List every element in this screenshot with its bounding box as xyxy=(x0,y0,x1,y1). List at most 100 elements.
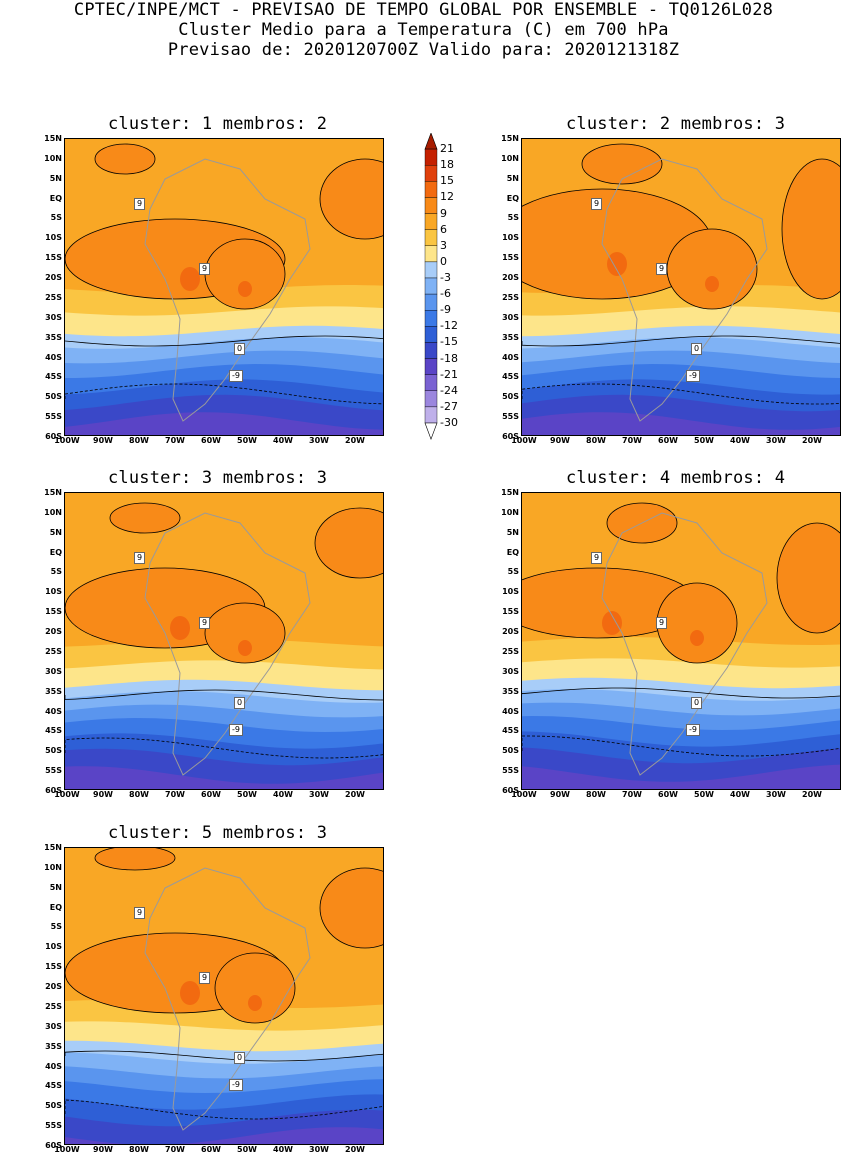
warm-region-9 xyxy=(94,143,156,175)
colorbar-level-label: -21 xyxy=(440,367,458,381)
contour-minus9 xyxy=(65,1099,383,1120)
temperature-band xyxy=(65,1127,383,1144)
lat-tick-label: 50S xyxy=(502,392,519,402)
lat-tick-label: 15S xyxy=(502,607,519,617)
title-line-3: Previsao de: 2020120700Z Valido para: 20… xyxy=(167,40,680,60)
contour-label: 0 xyxy=(234,343,246,355)
colorbar-level-label: -6 xyxy=(440,287,451,301)
colorbar-swatch xyxy=(424,277,438,295)
lat-tick-label: 10N xyxy=(44,862,62,872)
lat-tick-label: EQ xyxy=(506,193,519,203)
colorbar-level-label: 21 xyxy=(440,142,454,156)
hot-core-12 xyxy=(238,281,252,297)
lat-tick-label: 5N xyxy=(506,173,519,183)
colorbar-level-label: -27 xyxy=(440,399,458,413)
lat-tick-label: 40S xyxy=(45,352,62,362)
lat-tick-label: 45S xyxy=(45,1081,62,1091)
hot-core-12 xyxy=(180,267,200,291)
contour-label: 9 xyxy=(134,198,146,210)
lat-tick-label: 35S xyxy=(45,332,62,342)
lat-tick-label: 50S xyxy=(45,746,62,756)
hot-core-12 xyxy=(705,276,719,292)
lon-tick-label: 30W xyxy=(766,790,786,799)
lat-tick-label: 5N xyxy=(49,173,62,183)
lon-tick-label: 50W xyxy=(237,1145,257,1154)
lon-tick-label: 40W xyxy=(730,436,750,445)
lat-tick-label: 35S xyxy=(502,332,519,342)
lon-tick-label: 80W xyxy=(586,436,606,445)
lat-tick-label: 20S xyxy=(502,627,519,637)
hot-core-12 xyxy=(180,981,200,1005)
lon-tick-label: 40W xyxy=(273,790,293,799)
colorbar-swatch xyxy=(424,358,438,375)
lat-tick-label: 5S xyxy=(50,567,62,577)
lon-tick-label: 40W xyxy=(273,436,293,445)
lat-tick-label: 20S xyxy=(45,982,62,992)
temperature-field-map xyxy=(65,139,383,435)
lat-tick-label: 30S xyxy=(45,1021,62,1031)
panel-title: cluster: 3 membros: 3 xyxy=(108,468,328,488)
lon-tick-label: 20W xyxy=(345,790,365,799)
continent-outline xyxy=(144,512,311,776)
lon-tick-label: 90W xyxy=(550,436,570,445)
colorbar-cap-bottom xyxy=(424,422,438,440)
lat-tick-label: EQ xyxy=(49,902,62,912)
colorbar-level-label: 9 xyxy=(440,206,447,220)
lon-tick-label: 50W xyxy=(237,436,257,445)
contour-label: -9 xyxy=(229,370,243,382)
temperature-band xyxy=(522,412,840,435)
panel-title: cluster: 1 membros: 2 xyxy=(108,114,328,134)
lat-tick-label: 25S xyxy=(45,646,62,656)
temperature-band xyxy=(65,412,383,435)
lat-tick-label: 15S xyxy=(45,253,62,263)
lon-tick-label: 60W xyxy=(201,436,221,445)
lat-tick-label: 15N xyxy=(501,488,519,497)
lon-tick-label: 70W xyxy=(622,790,642,799)
lat-tick-label: 10S xyxy=(45,942,62,952)
lon-tick-label: 90W xyxy=(93,436,113,445)
lat-tick-label: 60S xyxy=(45,432,62,441)
title-line-2: Cluster Medio para a Temperatura (C) em … xyxy=(178,20,669,40)
colorbar-level-label: 18 xyxy=(440,158,454,172)
lon-tick-label: 20W xyxy=(345,1145,365,1154)
lat-tick-label: 20S xyxy=(502,273,519,283)
colorbar-swatch xyxy=(424,245,438,263)
colorbar-swatch xyxy=(424,148,438,166)
contour-label: 9 xyxy=(656,617,668,629)
lat-tick-label: 15N xyxy=(501,134,519,143)
warm-region-9 xyxy=(776,522,840,634)
lat-tick-label: 5N xyxy=(506,527,519,537)
lat-tick-label: 45S xyxy=(45,372,62,382)
warm-region-9 xyxy=(109,502,181,534)
lat-tick-label: 35S xyxy=(45,1041,62,1051)
contour-label: 9 xyxy=(134,552,146,564)
colorbar-swatch xyxy=(424,390,438,408)
contour-label: 9 xyxy=(199,972,211,984)
temperature-field-map xyxy=(522,493,840,789)
hot-core-12 xyxy=(690,630,704,646)
lon-tick-label: 100W xyxy=(511,436,537,445)
lat-tick-label: 45S xyxy=(502,372,519,382)
lat-tick-label: 30S xyxy=(502,312,519,322)
lat-tick-label: 10S xyxy=(502,587,519,597)
colorbar-swatch xyxy=(424,197,438,214)
contour-label: 9 xyxy=(134,907,146,919)
lat-tick-label: 5S xyxy=(507,567,519,577)
lat-tick-label: 50S xyxy=(45,392,62,402)
hot-core-12 xyxy=(248,995,262,1011)
lat-tick-label: 15S xyxy=(45,962,62,972)
lon-tick-label: 80W xyxy=(586,790,606,799)
lon-tick-label: 70W xyxy=(165,790,185,799)
lon-tick-label: 50W xyxy=(694,790,714,799)
contour-label: 9 xyxy=(591,552,603,564)
contour-label: 0 xyxy=(691,697,703,709)
cluster-map xyxy=(521,492,841,790)
lat-tick-label: 25S xyxy=(45,1001,62,1011)
warm-region-9 xyxy=(781,158,840,300)
colorbar-swatch xyxy=(424,310,438,327)
colorbar-cap-top xyxy=(424,132,438,150)
lat-tick-label: 5S xyxy=(50,922,62,932)
continent-outline xyxy=(144,867,311,1131)
continent-outline xyxy=(601,512,768,776)
contour-label: -9 xyxy=(229,724,243,736)
